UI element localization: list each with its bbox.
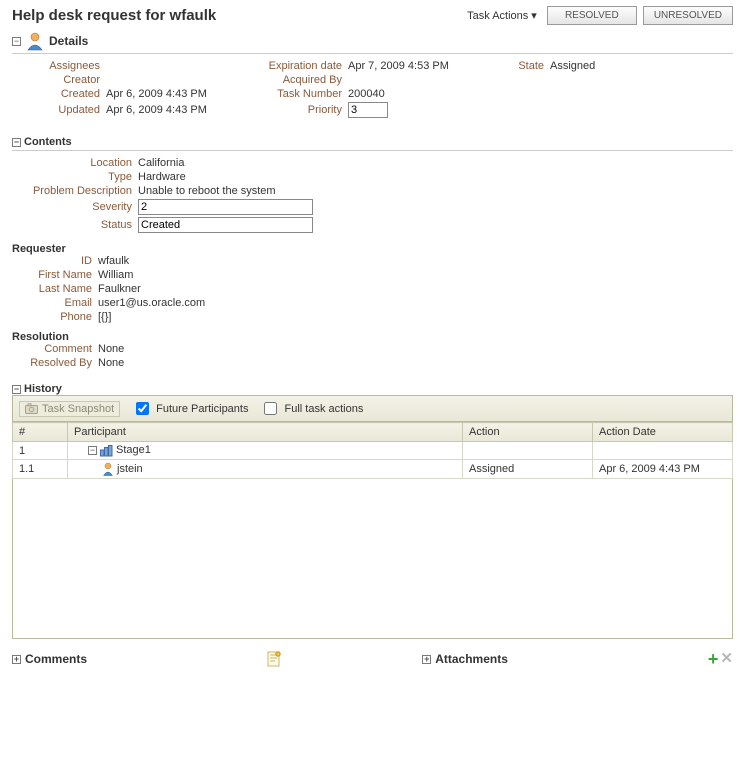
- location-value: California: [138, 157, 733, 169]
- location-label: Location: [12, 157, 132, 169]
- task-actions-label: Task Actions: [467, 10, 528, 22]
- requester-heading: Requester: [12, 239, 733, 255]
- status-input[interactable]: [138, 217, 313, 233]
- task-snapshot-label: Task Snapshot: [42, 403, 114, 415]
- state-label: State: [494, 60, 544, 72]
- acquired-by-label: Acquired By: [252, 74, 342, 86]
- state-value: Assigned: [550, 60, 650, 72]
- history-table: # Participant Action Action Date 1−Stage…: [12, 422, 733, 479]
- collapse-icon[interactable]: −: [88, 446, 97, 455]
- page-title: Help desk request for wfaulk: [12, 7, 216, 24]
- phone-label: Phone: [12, 311, 92, 323]
- phone-value: [{}]: [98, 311, 733, 323]
- email-label: Email: [12, 297, 92, 309]
- future-participants-checkbox[interactable]: Future Participants: [132, 399, 248, 418]
- note-icon[interactable]: [267, 651, 281, 667]
- add-icon[interactable]: +: [708, 653, 719, 665]
- priority-label: Priority: [252, 104, 342, 116]
- comments-heading: Comments: [25, 652, 87, 666]
- type-label: Type: [12, 171, 132, 183]
- full-task-actions-checkbox[interactable]: Full task actions: [260, 399, 363, 418]
- priority-input[interactable]: [348, 102, 388, 118]
- resolved-button[interactable]: RESOLVED: [547, 6, 637, 25]
- future-participants-input[interactable]: [136, 402, 149, 415]
- assignees-label: Assignees: [20, 60, 100, 72]
- resolution-heading: Resolution: [12, 327, 733, 343]
- contents-heading: Contents: [24, 136, 72, 148]
- resolvedby-label: Resolved By: [12, 357, 92, 369]
- collapse-icon[interactable]: −: [12, 138, 21, 147]
- person-icon: [25, 31, 45, 51]
- person-icon: [102, 462, 114, 476]
- task-number-value: 200040: [348, 88, 488, 100]
- history-heading: History: [24, 383, 62, 395]
- task-number-label: Task Number: [252, 88, 342, 100]
- camera-icon: [25, 403, 38, 414]
- col-action-date[interactable]: Action Date: [593, 423, 733, 442]
- comment-value: None: [98, 343, 733, 355]
- collapse-icon[interactable]: −: [12, 385, 21, 394]
- expand-icon[interactable]: +: [422, 655, 431, 664]
- lastname-label: Last Name: [12, 283, 92, 295]
- col-num[interactable]: #: [13, 423, 68, 442]
- col-action[interactable]: Action: [463, 423, 593, 442]
- problem-desc-value: Unable to reboot the system: [138, 185, 733, 197]
- id-value: wfaulk: [98, 255, 733, 267]
- created-value: Apr 6, 2009 4:43 PM: [106, 88, 246, 100]
- col-participant[interactable]: Participant: [68, 423, 463, 442]
- updated-label: Updated: [20, 104, 100, 116]
- resolvedby-value: None: [98, 357, 733, 369]
- task-snapshot-button[interactable]: Task Snapshot: [19, 401, 120, 417]
- table-row[interactable]: 1.1jsteinAssignedApr 6, 2009 4:43 PM: [13, 460, 733, 479]
- task-actions-menu[interactable]: Task Actions ▾: [467, 9, 541, 22]
- firstname-label: First Name: [12, 269, 92, 281]
- type-value: Hardware: [138, 171, 733, 183]
- severity-label: Severity: [12, 201, 132, 213]
- details-heading: Details: [49, 34, 88, 48]
- status-label: Status: [12, 219, 132, 231]
- stage-icon: [100, 445, 113, 457]
- created-label: Created: [20, 88, 100, 100]
- chevron-down-icon: ▾: [531, 9, 537, 22]
- severity-input[interactable]: [138, 199, 313, 215]
- collapse-icon[interactable]: −: [12, 37, 21, 46]
- full-task-actions-label: Full task actions: [284, 403, 363, 415]
- unresolved-button[interactable]: UNRESOLVED: [643, 6, 733, 25]
- problem-desc-label: Problem Description: [12, 185, 132, 197]
- full-task-actions-input[interactable]: [264, 402, 277, 415]
- attachments-heading: Attachments: [435, 652, 508, 666]
- expiration-value: Apr 7, 2009 4:53 PM: [348, 60, 488, 72]
- updated-value: Apr 6, 2009 4:43 PM: [106, 104, 246, 116]
- delete-icon[interactable]: ✕: [720, 653, 733, 665]
- creator-label: Creator: [20, 74, 100, 86]
- expand-icon[interactable]: +: [12, 655, 21, 664]
- expiration-label: Expiration date: [252, 60, 342, 72]
- future-participants-label: Future Participants: [156, 403, 248, 415]
- table-row[interactable]: 1−Stage1: [13, 442, 733, 460]
- email-value: user1@us.oracle.com: [98, 297, 733, 309]
- comment-label: Comment: [12, 343, 92, 355]
- lastname-value: Faulkner: [98, 283, 733, 295]
- id-label: ID: [12, 255, 92, 267]
- firstname-value: William: [98, 269, 733, 281]
